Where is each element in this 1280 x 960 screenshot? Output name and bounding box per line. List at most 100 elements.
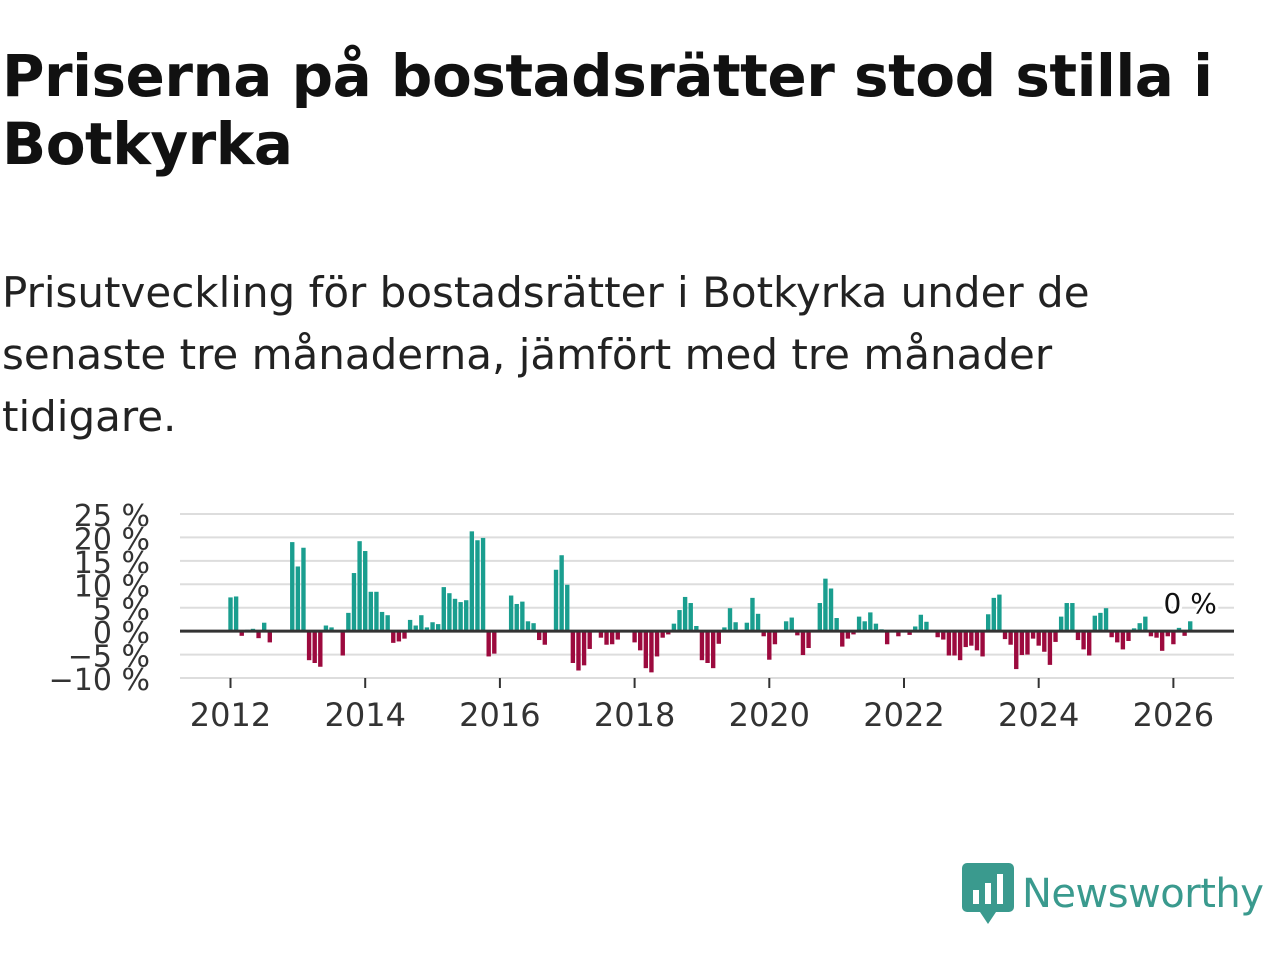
bar (1143, 616, 1148, 632)
bar (1165, 631, 1170, 637)
bar (1092, 615, 1097, 632)
bar (654, 631, 660, 657)
bar (407, 619, 413, 632)
bar (1098, 612, 1103, 632)
bar (233, 596, 239, 632)
bar (727, 608, 733, 632)
bar (806, 631, 811, 649)
bar (638, 631, 643, 651)
bar (391, 631, 396, 643)
bar (632, 631, 637, 643)
bar (963, 631, 968, 648)
last-value-label: 0 % (1164, 587, 1217, 620)
bar (239, 631, 244, 636)
bar (357, 541, 362, 632)
x-tick-label: 2020 (729, 696, 810, 734)
bar (520, 601, 525, 632)
bar (368, 591, 374, 632)
bar (486, 631, 491, 657)
bar (435, 624, 441, 632)
y-tick-label: 0 % (93, 616, 150, 651)
bar (952, 631, 957, 656)
bar (783, 621, 789, 632)
bar (1171, 631, 1176, 645)
x-tick-label: 2018 (594, 696, 675, 734)
bar (1025, 631, 1030, 655)
bar (1081, 631, 1086, 650)
bar (896, 631, 901, 637)
bar (312, 631, 317, 663)
bar (907, 631, 912, 635)
x-tick-label: 2012 (190, 696, 271, 734)
bar (604, 631, 609, 645)
bar (643, 631, 649, 669)
bar (755, 613, 761, 632)
bar (1154, 631, 1159, 638)
bar (441, 587, 446, 632)
bar-chart: 25 %20 %15 %10 %5 %0 %−5 %−10 % 2012 2014… (49, 499, 1234, 734)
bar (688, 603, 693, 632)
bar (581, 631, 587, 666)
y-tick-label: 15 % (74, 546, 150, 581)
bar (795, 631, 800, 636)
bar (873, 623, 879, 632)
chart-title: Priserna på bostadsrätter stod stilla i … (2, 42, 1213, 178)
bar (649, 631, 654, 673)
bar (828, 588, 834, 632)
bar (430, 622, 435, 632)
bar (565, 584, 570, 632)
bar (228, 597, 233, 632)
y-tick-label: 5 % (93, 593, 150, 628)
bar (868, 612, 873, 632)
bar (1176, 627, 1182, 632)
bar (733, 622, 738, 632)
bar (935, 631, 940, 638)
logo-text: Newsworthy (1022, 871, 1264, 917)
bar (306, 631, 312, 661)
bar (396, 631, 402, 642)
newsworthy-logo-icon (962, 863, 1014, 924)
y-tick-label: 25 % (74, 499, 150, 534)
bar (840, 631, 845, 647)
bar (553, 569, 559, 632)
bar (817, 603, 822, 632)
bar (1042, 631, 1047, 652)
bar (615, 631, 620, 640)
bar (856, 616, 862, 632)
bar (1103, 608, 1109, 632)
bar (694, 625, 699, 632)
bar (385, 615, 390, 632)
bar (514, 603, 519, 632)
bar (1109, 631, 1114, 638)
bar (744, 622, 750, 632)
bar (716, 631, 721, 644)
bar (1188, 621, 1193, 632)
bar (1126, 631, 1131, 641)
bar (671, 623, 677, 632)
bar (750, 597, 755, 632)
bar (475, 540, 480, 632)
bar (469, 531, 475, 632)
bar (913, 626, 918, 632)
bar (722, 627, 727, 632)
bar (413, 625, 418, 632)
bar (1064, 603, 1069, 632)
bar (587, 631, 592, 649)
bar (1002, 631, 1008, 640)
bar (1075, 631, 1081, 641)
y-tick-label: 10 % (74, 569, 150, 604)
bar (1137, 623, 1142, 632)
bar (542, 631, 547, 645)
bar (980, 631, 985, 657)
bar (710, 631, 716, 669)
bar (323, 625, 329, 632)
bar (823, 578, 828, 632)
y-tick-label: 20 % (74, 522, 150, 557)
x-tick-label: 2022 (863, 696, 944, 734)
bar (761, 631, 766, 637)
bar (946, 631, 952, 656)
bar (924, 621, 929, 632)
bar (1008, 631, 1013, 645)
bar (1047, 631, 1053, 665)
bar (957, 631, 963, 661)
